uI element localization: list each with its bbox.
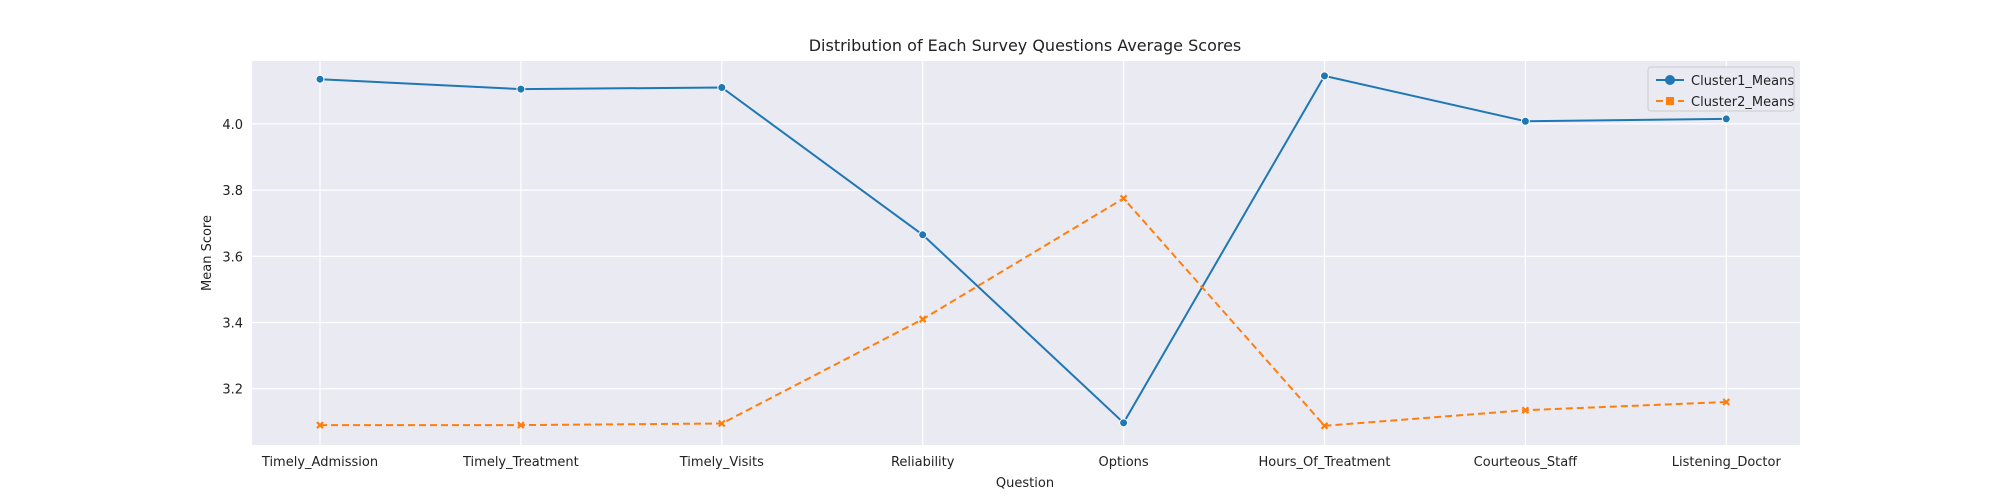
y-tick-label: 3.8 bbox=[222, 184, 243, 199]
x-tick-label: Timely_Treatment bbox=[462, 455, 579, 470]
x-tick-label: Timely_Admission bbox=[261, 455, 378, 470]
plot-area bbox=[252, 61, 1800, 445]
cluster1-means-line bbox=[319, 74, 1727, 425]
cluster2-means-point bbox=[1320, 422, 1329, 430]
cluster2-means-point bbox=[1722, 398, 1731, 406]
cluster2-means-point bbox=[316, 421, 324, 429]
cluster1-means-point bbox=[1520, 116, 1530, 126]
x-axis-label: Question bbox=[996, 476, 1054, 491]
cluster1-means-point bbox=[1721, 114, 1731, 124]
legend-marker-cluster1-means bbox=[1665, 75, 1675, 85]
marker-x-stroke bbox=[918, 315, 927, 323]
x-tick-label: Hours_Of_Treatment bbox=[1258, 455, 1390, 470]
cluster1-means-point bbox=[1320, 71, 1329, 81]
legend-label-cluster2-means: Cluster2_Means bbox=[1691, 95, 1794, 110]
legend-box bbox=[1647, 66, 1795, 112]
marker-x-stroke bbox=[1521, 406, 1530, 415]
series-lines bbox=[315, 71, 1731, 430]
cluster1-means-point bbox=[717, 82, 727, 92]
y-tick-label: 3.2 bbox=[222, 383, 243, 398]
marker-x-stroke bbox=[1320, 422, 1329, 430]
cluster2-means-line bbox=[320, 197, 1727, 427]
x-tick-label: Timely_Visits bbox=[679, 455, 764, 470]
y-tick-label: 4.0 bbox=[222, 118, 243, 133]
x-tick-label: Courteous_Staff bbox=[1474, 455, 1578, 470]
cluster1-means-point bbox=[918, 230, 928, 240]
cluster1-means-point bbox=[516, 84, 526, 94]
legend-marker-cluster2-means bbox=[1666, 97, 1674, 105]
marker-x-stroke bbox=[517, 421, 525, 429]
x-tick-label: Reliability bbox=[891, 455, 955, 470]
y-tick-label: 3.6 bbox=[222, 250, 243, 265]
cluster2-means-point bbox=[918, 315, 927, 323]
legend-label-cluster1-means: Cluster1_Means bbox=[1691, 74, 1794, 89]
grid-lines bbox=[252, 61, 1800, 445]
x-tick-label: Options bbox=[1099, 455, 1149, 470]
y-axis-label: Mean Score bbox=[200, 215, 215, 291]
cluster2-means-point bbox=[1521, 406, 1530, 415]
cluster2-means-point bbox=[517, 421, 525, 429]
marker-x-stroke bbox=[316, 421, 324, 429]
x-tick-label: Listening_Doctor bbox=[1672, 455, 1782, 470]
cluster2-means-point bbox=[718, 419, 726, 428]
marker-x-stroke bbox=[1722, 398, 1731, 406]
cluster1-means-point bbox=[1119, 418, 1129, 428]
marker-x-stroke bbox=[1119, 194, 1128, 203]
cluster1-means-point bbox=[315, 74, 325, 84]
legend: Cluster1_Means Cluster2_Means bbox=[1647, 66, 1795, 112]
cluster2-means-point bbox=[1119, 194, 1128, 203]
tick-labels: Timely_Admission Timely_Treatment Timely_V… bbox=[222, 118, 1781, 470]
chart-title: Distribution of Each Survey Questions Av… bbox=[809, 36, 1242, 55]
marker-x-stroke bbox=[718, 419, 726, 428]
y-tick-label: 3.4 bbox=[222, 317, 243, 332]
